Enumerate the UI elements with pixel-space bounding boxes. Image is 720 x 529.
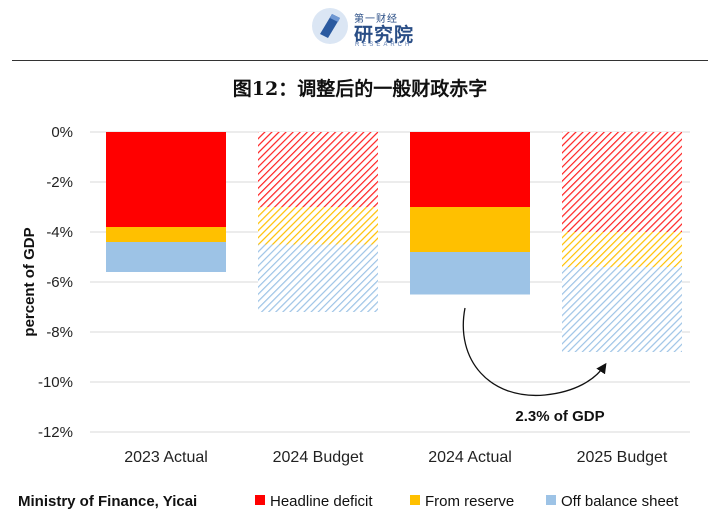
legend-swatch-headline: [255, 495, 265, 505]
legend-item-offbalance: Off balance sheet: [546, 493, 678, 510]
legend-label-headline: Headline deficit: [270, 493, 373, 510]
legend-label-reserve: From reserve: [425, 493, 515, 510]
bars: [106, 132, 682, 352]
y-tick-label: -4%: [46, 224, 73, 241]
legend-item-reserve: From reserve: [410, 493, 514, 510]
y-tick-label: -2%: [46, 174, 73, 191]
y-axis-ticks: 0% -2% -4% -6% -8% -10% -12%: [38, 124, 73, 441]
bar-reserve-0: [106, 227, 226, 242]
bar-reserve-1: [258, 207, 378, 245]
y-tick-label: -10%: [38, 374, 73, 391]
x-tick-label: 2024 Budget: [273, 449, 364, 466]
bar-headline-1: [258, 132, 378, 207]
legend-item-headline: Headline deficit: [255, 493, 373, 510]
y-tick-label: -8%: [46, 324, 73, 341]
bar-offbalance-2: [410, 252, 530, 295]
logo-top-text: 第一财经: [354, 14, 398, 25]
annotation-arrow: [462, 307, 607, 397]
bar-headline-3: [562, 132, 682, 232]
x-tick-label: 2024 Actual: [428, 449, 512, 466]
bar-offbalance-1: [258, 244, 378, 312]
bar-reserve-3: [562, 232, 682, 267]
y-tick-label: -12%: [38, 424, 73, 441]
bar-headline-0: [106, 132, 226, 227]
legend-swatch-offbalance: [546, 495, 556, 505]
y-axis-label: percent of GDP: [21, 227, 38, 336]
x-axis-labels: 2023 Actual 2024 Budget 2024 Actual 2025 Bu…: [124, 449, 668, 466]
logo-main-text: 研究院: [354, 24, 415, 46]
bar-reserve-2: [410, 207, 530, 252]
header-divider: [12, 60, 708, 61]
source-note: Ministry of Finance, Yicai: [18, 493, 198, 510]
bar-headline-2: [410, 132, 530, 207]
x-tick-label: 2023 Actual: [124, 449, 208, 466]
yicai-research-logo: 第一财经 研究院 RESEARCH: [310, 6, 420, 50]
footer: Ministry of Finance, Yicai Headline defi…: [18, 493, 708, 515]
logo-sub-text: RESEARCH: [355, 42, 413, 48]
y-tick-label: -6%: [46, 274, 73, 291]
logo-emblem-icon: [312, 8, 348, 44]
chart-title: 图12：调整后的一般财政赤字: [232, 78, 488, 100]
bar-offbalance-3: [562, 267, 682, 352]
bar-offbalance-0: [106, 242, 226, 272]
legend-swatch-reserve: [410, 495, 420, 505]
annotation-label: 2.3% of GDP: [515, 408, 604, 425]
y-tick-label: 0%: [51, 124, 73, 141]
x-tick-label: 2025 Budget: [577, 449, 668, 466]
legend-label-offbalance: Off balance sheet: [561, 493, 679, 510]
